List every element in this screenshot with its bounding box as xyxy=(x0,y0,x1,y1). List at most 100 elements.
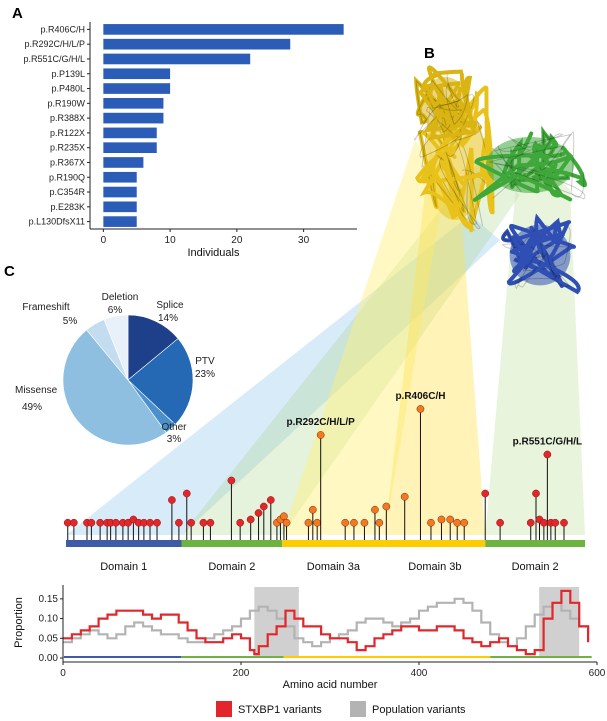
legend-swatch-stxbp1 xyxy=(216,701,232,717)
variant-head xyxy=(282,518,291,527)
variant-head xyxy=(187,518,196,527)
line-chart-legend: STXBP1 variants Population variants xyxy=(216,701,466,717)
variant-head xyxy=(350,518,358,527)
variant-head xyxy=(96,518,104,527)
category-label: p.R190W xyxy=(47,98,85,108)
category-label: p.R235X xyxy=(50,143,85,153)
variant-head xyxy=(182,489,191,498)
bar xyxy=(103,186,137,198)
variant-head xyxy=(400,492,409,501)
category-label: p.C354R xyxy=(49,187,85,197)
variant-label: p.R406C/H xyxy=(395,391,445,402)
bar xyxy=(103,157,144,168)
series-line xyxy=(63,597,590,648)
variant-head xyxy=(70,518,78,527)
variant-head xyxy=(227,476,236,485)
domain-3-ribbon xyxy=(420,69,477,135)
variant-head xyxy=(266,496,275,504)
variant-head xyxy=(481,489,490,498)
variant-head xyxy=(316,431,325,439)
y-tick-label: 0.10 xyxy=(39,614,59,625)
x-tick-label: 0 xyxy=(60,668,66,679)
variant-head xyxy=(341,518,350,527)
pie-percent: 5% xyxy=(63,316,78,327)
domain-label: Domain 2 xyxy=(512,561,559,573)
bar xyxy=(103,83,171,94)
category-label: p.P480L xyxy=(51,84,85,94)
domain-3-ribbon xyxy=(418,81,478,136)
variant-label: p.R292C/H/L/P xyxy=(287,417,356,428)
bar xyxy=(103,97,164,109)
pie-slice-deletion xyxy=(103,314,129,381)
shaded-region xyxy=(539,587,580,658)
variant-head xyxy=(375,518,384,527)
variant-head xyxy=(146,518,154,527)
variant-head xyxy=(427,518,435,527)
pie-label: Frameshift xyxy=(22,302,69,313)
panel-a-letter: A xyxy=(12,5,23,22)
pie-label: Other xyxy=(161,422,187,433)
variant-head xyxy=(280,512,288,521)
protein-structure-image xyxy=(413,65,588,295)
pie-slice-ptv xyxy=(127,338,194,425)
variant-head xyxy=(259,502,268,511)
variant-head xyxy=(460,518,469,527)
variant-head xyxy=(246,515,255,524)
domain-label: Domain 1 xyxy=(100,561,147,573)
variant-head xyxy=(416,405,425,413)
x-axis-label: Individuals xyxy=(188,247,240,259)
legend-label-stxbp1: STXBP1 variants xyxy=(238,704,322,716)
panel-c-letter: C xyxy=(4,263,15,280)
pie-slice-missense xyxy=(62,329,167,446)
y-tick-label: 0.15 xyxy=(39,594,59,605)
category-label: p.R122X xyxy=(50,128,85,138)
variant-head xyxy=(496,518,504,527)
category-label: p.R551C/G/H/L xyxy=(23,54,85,64)
category-label: p.R190Q xyxy=(49,172,85,182)
x-tick-label: 600 xyxy=(589,668,606,679)
x-tick-label: 10 xyxy=(165,235,177,246)
variant-head xyxy=(446,515,455,524)
y-tick-label: 0.05 xyxy=(39,633,59,644)
variant-head xyxy=(551,518,560,527)
series-line xyxy=(63,589,590,656)
bar xyxy=(103,24,344,35)
variant-head xyxy=(153,518,161,527)
legend-label-population: Population variants xyxy=(372,704,466,716)
variant-head xyxy=(540,518,548,527)
variant-head xyxy=(236,518,245,527)
variant-label: p.R551C/G/H/L xyxy=(513,437,582,448)
bar xyxy=(103,53,251,65)
domain-label: Domain 2 xyxy=(208,561,255,573)
variant-head xyxy=(560,518,568,527)
bar xyxy=(103,216,137,227)
panel-b-letter: B xyxy=(424,45,435,62)
category-label: p.L130DfsX11 xyxy=(29,217,85,227)
x-axis-label: Amino acid number xyxy=(283,679,378,691)
pie-percent: 23% xyxy=(195,369,215,380)
bar xyxy=(103,201,137,213)
category-label: p.E283K xyxy=(50,202,85,212)
domain-3-ribbon xyxy=(426,65,476,141)
domain-bar xyxy=(485,540,585,547)
variant-head xyxy=(371,505,379,514)
legend-swatch-population xyxy=(350,701,366,717)
x-tick-label: 200 xyxy=(233,668,250,679)
category-label: p.R367X xyxy=(50,157,85,167)
domain-label: Domain 3b xyxy=(408,561,461,573)
category-label: p.R292C/H/L/P xyxy=(24,39,85,49)
domain-2-ribbon xyxy=(472,140,574,202)
domain-2-ribbon xyxy=(528,145,588,198)
x-tick-label: 20 xyxy=(231,235,243,246)
domain-projection-wedges xyxy=(66,140,585,535)
variant-head xyxy=(87,518,96,527)
x-tick-label: 400 xyxy=(411,668,428,679)
domain-2-ribbon xyxy=(507,125,571,189)
variant-head xyxy=(526,518,535,527)
domain-1-ribbon xyxy=(506,223,576,286)
x-tick-label: 0 xyxy=(101,235,107,246)
domain-3-ribbon xyxy=(419,112,481,230)
domain-1-ribbon xyxy=(514,251,571,290)
panel-c-line-chart: 0.00 0.05 0.10 0.15 0 200 400 600 Amino acid num… xyxy=(13,585,606,691)
